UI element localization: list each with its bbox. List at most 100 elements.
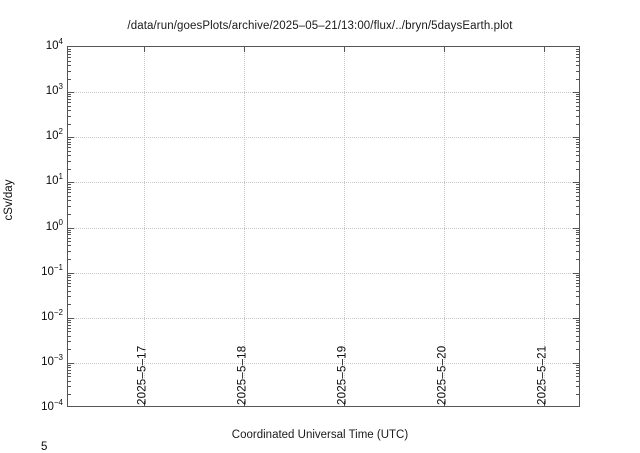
y-axis-minor-tick [68, 241, 71, 243]
y-axis-minor-tick [68, 331, 71, 333]
y-axis-minor-tick [68, 78, 71, 80]
y-axis-minor-tick [68, 99, 71, 101]
y-axis-minor-tick [576, 282, 579, 284]
y-axis-minor-tick [68, 341, 71, 343]
y-axis-minor-tick [68, 369, 71, 371]
y-axis-minor-tick [68, 290, 71, 292]
x-axis-tick [444, 47, 446, 52]
y-axis-tick-label: 102 [45, 127, 63, 143]
y-axis-minor-tick [576, 369, 579, 371]
x-axis-tick-label: 2025–5–20 [436, 345, 449, 405]
y-axis-minor-tick [68, 380, 71, 382]
y-axis-minor-tick [68, 304, 71, 306]
y-axis-minor-tick [576, 110, 579, 112]
y-axis-tick [573, 272, 579, 274]
y-axis-minor-tick [576, 231, 579, 233]
x-axis-tick-label: 2025–5–18 [236, 345, 249, 405]
y-axis-minor-tick [68, 324, 71, 326]
y-axis-tick-label: 104 [45, 37, 63, 52]
y-axis-minor-tick [576, 276, 579, 278]
gridline-horizontal [68, 92, 579, 94]
x-axis-tick-label: 2025–5–19 [336, 345, 349, 405]
y-axis-minor-tick [576, 367, 579, 369]
y-axis-tick [573, 227, 579, 229]
y-axis-minor-tick [68, 276, 71, 278]
y-axis-minor-tick [576, 229, 579, 231]
y-axis-tick-label: 10−1 [41, 262, 63, 278]
y-axis-minor-tick [576, 60, 579, 62]
y-axis-minor-tick [68, 184, 71, 186]
y-axis-minor-tick [576, 241, 579, 243]
gridline-vertical [343, 47, 345, 406]
x-axis-tick [343, 401, 345, 406]
y-axis-minor-tick [576, 99, 579, 101]
y-axis-minor-tick [68, 349, 71, 351]
y-axis-minor-tick [68, 94, 71, 96]
y-axis-minor-tick [576, 144, 579, 146]
y-axis-minor-tick [68, 327, 71, 329]
y-axis-minor-tick [576, 51, 579, 53]
y-axis-minor-tick [576, 349, 579, 351]
y-axis-minor-tick [576, 150, 579, 152]
y-axis-tick [68, 182, 74, 184]
gridline-vertical [143, 47, 145, 406]
y-axis-minor-tick [68, 319, 71, 321]
y-axis-minor-tick [68, 160, 71, 162]
y-axis-tick [573, 362, 579, 364]
y-axis-minor-tick [576, 168, 579, 170]
x-axis-tick [143, 401, 145, 406]
x-axis-tick [444, 401, 446, 406]
y-axis-minor-tick [68, 186, 71, 188]
x-axis-tick [544, 47, 546, 52]
y-axis-minor-tick [68, 144, 71, 146]
chart-title: /data/run/goesPlots/archive/2025–05–21/1… [127, 20, 513, 32]
y-axis-minor-tick [576, 205, 579, 207]
gridline-horizontal [68, 317, 579, 319]
y-axis-minor-tick [68, 372, 71, 374]
y-axis-minor-tick [576, 105, 579, 107]
y-axis-minor-tick [576, 327, 579, 329]
y-axis-minor-tick [576, 213, 579, 215]
y-axis-tick [573, 317, 579, 319]
y-axis-minor-tick [68, 234, 71, 236]
y-axis-minor-tick [576, 195, 579, 197]
gridline-horizontal [68, 272, 579, 274]
y-axis-minor-tick [576, 335, 579, 337]
y-axis-minor-tick [576, 192, 579, 194]
y-axis-tick [68, 317, 74, 319]
y-axis-tick-label: 101 [45, 172, 63, 188]
y-axis-minor-tick [68, 123, 71, 125]
y-axis-minor-tick [68, 213, 71, 215]
y-axis-minor-tick [576, 394, 579, 396]
y-axis-minor-tick [68, 274, 71, 276]
x-axis-tick [243, 401, 245, 406]
gridline-vertical [243, 47, 245, 406]
y-axis-minor-tick [576, 160, 579, 162]
y-axis-minor-tick [576, 139, 579, 141]
y-axis-minor-tick [576, 57, 579, 58]
y-axis-minor-tick [68, 49, 71, 51]
y-axis-minor-tick [68, 279, 71, 281]
y-axis-minor-tick [68, 286, 71, 288]
gridline-vertical [544, 47, 546, 406]
y-axis-minor-tick [68, 376, 71, 378]
y-axis-minor-tick [68, 192, 71, 194]
y-axis-minor-tick [576, 102, 579, 104]
plot-area [68, 47, 579, 406]
y-axis-tick-label: 10−3 [41, 353, 63, 368]
y-axis-minor-tick [68, 96, 71, 98]
y-axis-minor-tick [576, 53, 579, 55]
y-axis-minor-tick [68, 102, 71, 104]
y-axis-minor-tick [68, 237, 71, 239]
y-axis-minor-tick [68, 367, 71, 369]
plot-frame [67, 46, 580, 407]
y-axis-minor-tick [68, 205, 71, 207]
y-axis-minor-tick [576, 259, 579, 261]
gridline-horizontal [68, 137, 579, 139]
gridline-horizontal [68, 182, 579, 184]
y-axis-minor-tick [576, 364, 579, 366]
y-axis-minor-tick [576, 279, 579, 281]
y-axis-minor-tick [68, 282, 71, 284]
y-axis-minor-tick [576, 319, 579, 321]
